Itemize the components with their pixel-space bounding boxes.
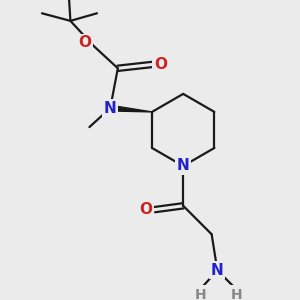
Polygon shape [110, 105, 152, 112]
Text: N: N [104, 100, 117, 116]
Text: H: H [230, 288, 242, 300]
Text: N: N [211, 263, 224, 278]
Text: O: O [154, 57, 167, 72]
Text: N: N [177, 158, 190, 173]
Text: H: H [194, 288, 206, 300]
Text: O: O [140, 202, 153, 217]
Text: O: O [78, 35, 91, 50]
